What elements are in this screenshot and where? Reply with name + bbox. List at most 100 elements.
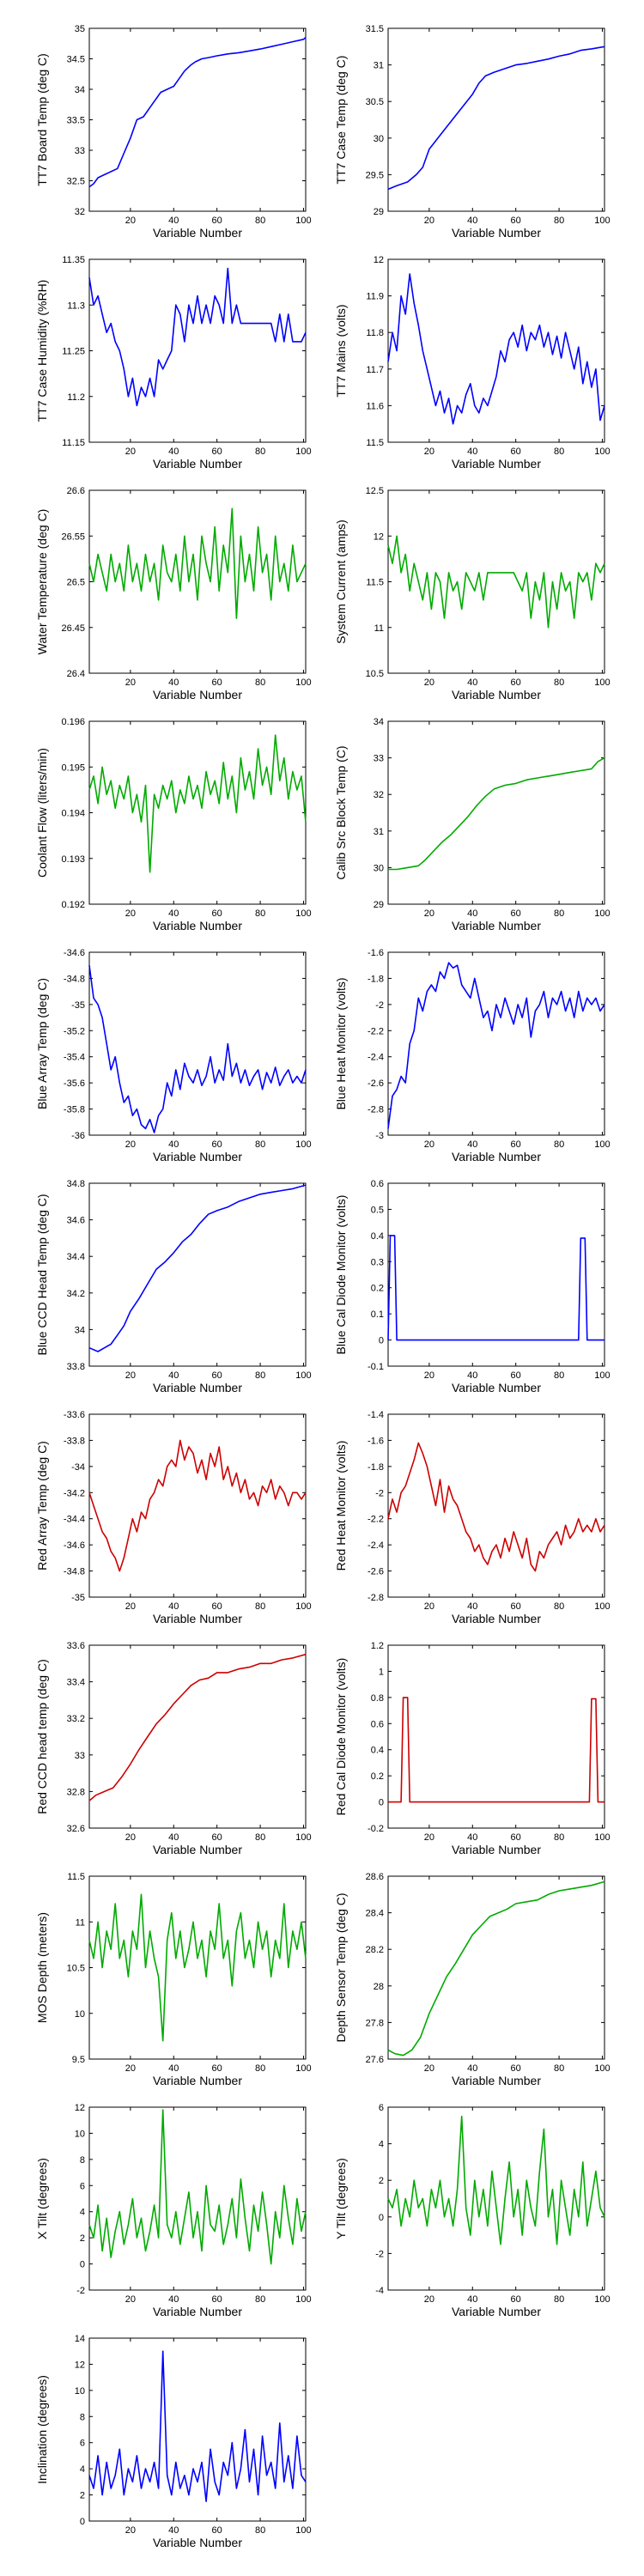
y-tick-label: 0.1 <box>371 1309 384 1320</box>
y-tick-label: 1.2 <box>371 1641 384 1651</box>
y-axis-label: Inclination (degrees) <box>35 2375 49 2484</box>
plot-frame <box>387 489 605 674</box>
y-tick-label: 32.6 <box>67 1824 85 1834</box>
y-tick-label: -33.6 <box>64 1410 85 1420</box>
y-axis-label: Red Array Temp (deg C) <box>35 1441 49 1571</box>
x-tick-label: 80 <box>255 1370 265 1381</box>
series-line <box>88 965 307 1133</box>
y-tick-label: 11 <box>76 1917 85 1928</box>
x-tick-label: 60 <box>212 2294 222 2305</box>
series-line <box>88 734 307 873</box>
x-tick-label: 100 <box>295 908 311 919</box>
x-tick-label: 100 <box>594 1601 610 1612</box>
chart-panel: 20 40 60 80 100 0.192 0.193 0.194 0.195 0.196 Vari… <box>35 717 312 933</box>
x-tick-label: 80 <box>554 216 564 226</box>
x-tick-label: 20 <box>125 1832 136 1843</box>
x-axis-label: Variable Number <box>153 1381 242 1394</box>
y-tick-label: -2.4 <box>368 1540 384 1551</box>
y-tick-label: 11.2 <box>67 392 85 403</box>
x-axis-label: Variable Number <box>452 1612 541 1625</box>
y-tick-label: 10 <box>75 2009 85 2020</box>
x-tick-label: 100 <box>594 677 610 688</box>
x-tick-label: 40 <box>467 1139 477 1150</box>
x-tick-label: 20 <box>424 216 434 226</box>
y-tick-label: 12 <box>374 532 384 542</box>
y-tick-label: 33 <box>374 754 384 764</box>
x-tick-label: 80 <box>554 1601 564 1612</box>
y-tick-label: 30 <box>374 863 384 873</box>
series-line <box>88 1893 307 2042</box>
y-tick-label: 14 <box>75 2334 85 2344</box>
x-tick-label: 60 <box>511 1139 521 1150</box>
y-tick-label: 33.6 <box>67 1641 85 1651</box>
plot-frame <box>387 951 605 1136</box>
x-tick-label: 80 <box>554 2294 564 2305</box>
y-tick-label: -34.2 <box>64 1488 85 1498</box>
x-axis-label: Variable Number <box>452 457 541 471</box>
x-tick-label: 60 <box>511 447 521 457</box>
x-tick-label: 40 <box>467 1370 477 1381</box>
chart-panel: 20 40 60 80 100 -36 -35.8 -35.6 -35.4 -35.2 -35 -34… <box>35 948 312 1163</box>
y-tick-label: 34.6 <box>67 1216 85 1226</box>
x-tick-label: 60 <box>212 2525 222 2536</box>
y-tick-label: -0.2 <box>368 1824 384 1834</box>
y-tick-label: -2.4 <box>368 1053 384 1063</box>
x-axis-label: Variable Number <box>153 919 242 933</box>
chart-panel: 20 40 60 80 100 27.6 27.8 28 28.2 28.4 28.6 Variabl… <box>334 1872 611 2087</box>
y-tick-label: -34.8 <box>64 1567 85 1577</box>
x-axis-label: Variable Number <box>452 2305 541 2318</box>
x-tick-label: 60 <box>511 2294 521 2305</box>
series-line <box>387 2115 605 2245</box>
plot-frame <box>88 1875 307 2060</box>
x-tick-label: 100 <box>594 1370 610 1381</box>
y-tick-label: 11.8 <box>366 328 384 338</box>
series-line <box>88 1184 307 1352</box>
y-tick-label: 33.4 <box>67 1678 85 1688</box>
y-tick-label: -35.8 <box>64 1105 85 1115</box>
x-tick-label: 60 <box>212 1601 222 1612</box>
y-tick-label: 28.2 <box>366 1945 384 1955</box>
x-tick-label: 40 <box>168 216 179 226</box>
y-tick-label: 34.8 <box>67 1179 85 1189</box>
x-tick-label: 80 <box>255 447 265 457</box>
y-tick-label: 33.5 <box>67 116 85 126</box>
x-tick-label: 20 <box>424 2294 434 2305</box>
x-tick-label: 40 <box>467 677 477 688</box>
plot-frame <box>88 951 307 1136</box>
x-tick-label: 100 <box>295 1139 311 1150</box>
y-tick-label: 1 <box>379 1667 384 1677</box>
x-tick-label: 60 <box>511 677 521 688</box>
plot-frame <box>88 720 307 905</box>
y-axis-label: Calib Src Block Temp (C) <box>334 745 348 879</box>
y-tick-label: -33.8 <box>64 1436 85 1446</box>
series-line <box>88 1653 307 1801</box>
x-tick-label: 100 <box>295 2294 311 2305</box>
y-tick-label: 35 <box>75 24 85 34</box>
plot-frame <box>387 720 605 905</box>
y-axis-label: X Tilt (degrees) <box>35 2158 49 2239</box>
x-tick-label: 20 <box>424 1370 434 1381</box>
y-tick-label: 6 <box>379 2103 384 2113</box>
series-line <box>387 46 605 191</box>
series-line <box>88 2350 307 2502</box>
y-tick-label: 9.5 <box>72 2055 85 2065</box>
plot-frame <box>88 1413 307 1598</box>
x-tick-label: 60 <box>212 1370 222 1381</box>
x-tick-label: 100 <box>295 1832 311 1843</box>
x-axis-label: Variable Number <box>153 226 242 240</box>
y-tick-label: -34.6 <box>64 1540 85 1551</box>
y-tick-label: -35 <box>71 1593 85 1603</box>
y-tick-label: 8 <box>80 2412 85 2422</box>
y-tick-label: 11.25 <box>62 347 85 357</box>
x-tick-label: 80 <box>554 1370 564 1381</box>
x-tick-label: 40 <box>467 2063 477 2074</box>
y-axis-label: Y Tilt (degrees) <box>334 2158 348 2239</box>
x-tick-label: 60 <box>212 216 222 226</box>
y-tick-label: 12 <box>75 2103 85 2113</box>
plot-frame <box>387 1182 605 1367</box>
x-tick-label: 100 <box>295 447 311 457</box>
plot-frame <box>387 1875 605 2060</box>
y-tick-label: 10.5 <box>67 1964 85 1974</box>
x-tick-label: 20 <box>125 2525 136 2536</box>
